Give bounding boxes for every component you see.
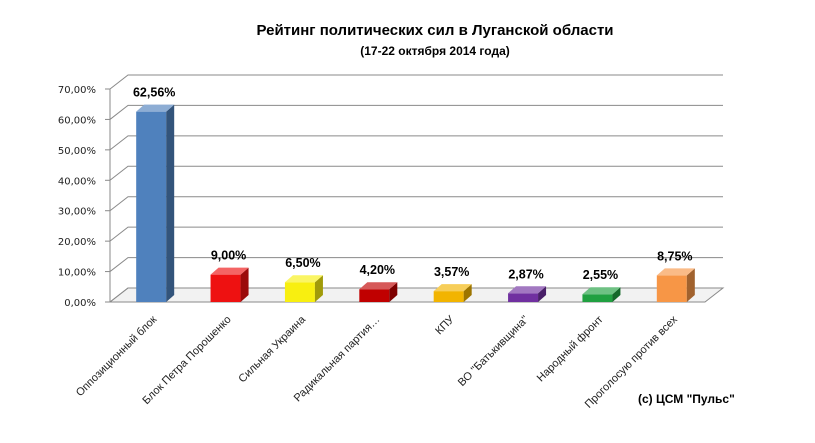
bar-top xyxy=(582,287,621,295)
x-tick-label: Сильная Украина xyxy=(236,313,308,385)
bar-side xyxy=(314,275,323,302)
bar xyxy=(359,282,398,302)
bar-side xyxy=(389,282,398,302)
bar-side xyxy=(686,268,695,302)
bar-side xyxy=(166,104,175,302)
x-tick-label: Оппозиционный блок xyxy=(74,314,160,400)
data-label: 3,57% xyxy=(434,265,469,279)
chart-subtitle: (17-22 октября 2014 года) xyxy=(360,44,509,58)
bar-side xyxy=(240,267,249,302)
x-tick-label: КПУ xyxy=(433,313,457,337)
bar xyxy=(582,287,621,302)
chart-title: Рейтинг политических сил в Луганской обл… xyxy=(256,22,613,39)
y-tick-label: 50,00% xyxy=(58,146,96,157)
bar xyxy=(210,267,249,302)
bar xyxy=(136,104,175,302)
bar xyxy=(508,286,547,302)
gridline xyxy=(109,226,723,242)
bar-front xyxy=(508,293,539,302)
y-tick-label: 10,00% xyxy=(58,268,96,279)
floor xyxy=(108,287,725,303)
bar-front xyxy=(656,275,687,302)
bar-top xyxy=(433,284,472,292)
back-wall xyxy=(128,75,723,288)
gridline xyxy=(109,74,723,90)
bars xyxy=(136,104,695,302)
bar-top xyxy=(656,268,695,276)
data-label: 8,75% xyxy=(657,249,692,263)
bar-front xyxy=(136,111,167,302)
bar-side xyxy=(612,287,621,302)
bar-side xyxy=(463,284,472,302)
y-tick-label: 30,00% xyxy=(58,207,96,218)
bar-front xyxy=(210,274,241,302)
bar xyxy=(656,268,695,302)
y-tick-label: 60,00% xyxy=(58,115,96,126)
y-tick-label: 0,00% xyxy=(64,298,96,309)
bar xyxy=(284,275,323,302)
x-tick-label: Радикальная партия… xyxy=(292,314,383,405)
gridline xyxy=(109,257,723,272)
bar-side xyxy=(538,286,547,302)
y-tick-label: 20,00% xyxy=(58,237,96,248)
bar-front xyxy=(359,289,390,302)
gridline xyxy=(109,104,723,120)
bar-top xyxy=(136,104,175,112)
gridline xyxy=(109,135,723,151)
y-tick-label: 40,00% xyxy=(58,176,96,187)
bar-front xyxy=(284,282,315,302)
bar-top xyxy=(210,267,249,275)
gridline xyxy=(109,165,723,181)
data-label: 62,56% xyxy=(133,86,175,100)
bar-front xyxy=(582,294,613,302)
data-label: 9,00% xyxy=(211,249,246,263)
gridline xyxy=(109,196,723,212)
y-tick-label: 70,00% xyxy=(58,85,96,96)
y-axis: 0,00% 10,00% 20,00% 30,00% 40,00% 50,00% 60,00… xyxy=(58,85,111,309)
bar-front xyxy=(433,291,464,302)
gridlines xyxy=(108,74,725,303)
bar-top xyxy=(359,282,398,290)
data-label: 6,50% xyxy=(285,256,320,270)
data-labels: 62,56% 9,00% 6,50% 4,20% 3,57% 2,87% 2,55% 8,75… xyxy=(133,86,693,283)
data-label: 4,20% xyxy=(360,263,395,277)
data-label: 2,87% xyxy=(508,267,543,281)
chart-credit: (с) ЦСМ "Пульс" xyxy=(638,392,735,406)
bar xyxy=(433,284,472,302)
bar-top xyxy=(284,275,323,283)
x-tick-label: Блок Петра Порошенко xyxy=(140,314,233,407)
x-tick-label: Народный фронт xyxy=(535,314,606,385)
data-label: 2,55% xyxy=(583,268,618,282)
bar-top xyxy=(508,286,547,294)
x-tick-label: ВО "Батькивщина" xyxy=(456,314,531,389)
